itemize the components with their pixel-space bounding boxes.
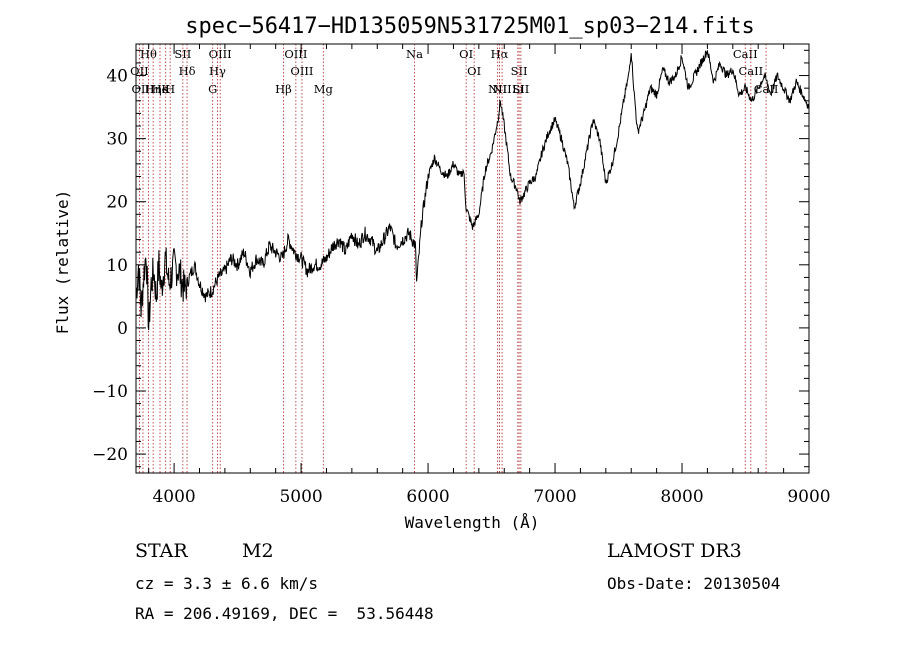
coordinates: RA = 206.49169, DEC = 53.56448 (135, 604, 434, 623)
spectral-line-label: SII (174, 47, 191, 61)
obs-date: Obs-Date: 20130504 (607, 574, 781, 593)
spectral-line-label: OI (467, 64, 481, 78)
spectral-line-label: Hθ (140, 47, 157, 61)
spectral-line-label: Hη (145, 82, 162, 96)
y-tick-label: 40 (106, 67, 128, 87)
x-tick-label: 5000 (279, 487, 322, 507)
spectral-line-label: Hα (491, 47, 509, 61)
spectral-line-label: OIII (284, 47, 307, 61)
y-axis-label: Flux (relative) (53, 190, 72, 335)
spectral-line-label: CaII (738, 64, 763, 78)
x-tick-label: 9000 (787, 487, 830, 507)
spectral-line-label: CaII (733, 47, 758, 61)
y-tick-label: −20 (92, 445, 128, 465)
spectral-line-label: Hβ (275, 82, 292, 96)
plot-frame (135, 43, 810, 474)
spectrum-line (135, 50, 810, 331)
spectral-line-label: Li (512, 82, 524, 96)
spectral-line-label: NII (488, 82, 507, 96)
spectral-line-label: SII (512, 82, 529, 96)
y-tick-label: −10 (92, 382, 128, 402)
spectral-line-label: OI (459, 47, 473, 61)
x-axis-label: Wavelength (Å) (405, 513, 540, 532)
spectral-line-label: He (152, 82, 169, 96)
spectral-line-label: Mg (314, 82, 334, 96)
x-tick-label: 6000 (406, 487, 449, 507)
chart-title: spec−56417−HD135059N531725M01_sp03−214.f… (185, 14, 755, 39)
spectral-line-label: G (208, 82, 217, 96)
survey-name: LAMOST DR3 (607, 540, 742, 562)
object-type: STAR (135, 540, 188, 562)
spectral-line-label: H (165, 82, 175, 96)
spectral-line-label: OIII (131, 82, 154, 96)
spectral-line-label: NII (493, 82, 512, 96)
plot-area (135, 50, 810, 331)
spectral-line-label: SII (511, 64, 528, 78)
spectral-line-label: OIII (209, 47, 232, 61)
spectral-line-label: OII (130, 64, 149, 78)
spectral-line-label: Na (406, 47, 423, 61)
y-tick-label: 30 (106, 130, 128, 150)
x-tick-label: 4000 (152, 487, 195, 507)
y-tick-label: 20 (106, 193, 128, 213)
axes: 4000 5000 6000 7000 8000 9000 −20 −10 0 10 20 30 40 (92, 43, 831, 507)
subclass: M2 (242, 540, 274, 562)
y-tick-label: 10 (106, 256, 128, 276)
x-tick-label: 8000 (660, 487, 703, 507)
spectral-line-label: OIII (290, 64, 313, 78)
spectral-line-label: K (161, 82, 170, 96)
spectral-line-label: Hδ (179, 64, 196, 78)
y-tick-label: 0 (117, 319, 128, 339)
redshift-text: cz = 3.3 ± 6.6 km/s (135, 574, 319, 593)
spectral-line-label: Hγ (209, 64, 226, 78)
x-tick-label: 7000 (533, 487, 576, 507)
